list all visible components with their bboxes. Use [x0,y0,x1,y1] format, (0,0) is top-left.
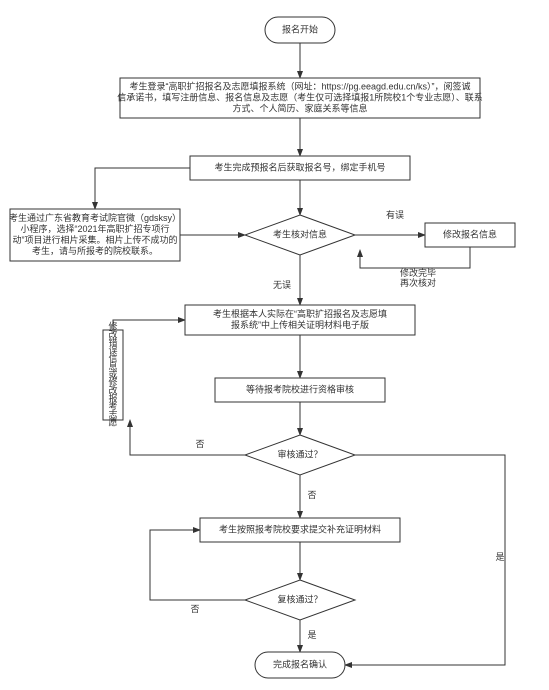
edge-label-pass1N: 否 [307,490,316,500]
nodes-layer: 报名开始考生登录“高职扩招报名及志愿填报系统（网址：https://pg.eea… [9,17,515,678]
svg-text:考生根据本人实际在“高职扩招报名及志愿填: 考生根据本人实际在“高职扩招报名及志愿填 [213,308,387,319]
node-pass2: 复核通过？ [245,580,355,620]
node-photo: 考生通过广东省教育考试院官微（gdsksy）小程序，选择“2021年高职扩招专项… [9,209,181,261]
edges-layer: 有误修改完毕再次核对无误否是是否否 [95,43,505,665]
node-modify: 修改报名信息 [425,223,515,247]
node-step2: 考生完成预报名后获取报名号，绑定手机号 [190,156,410,180]
node-start: 报名开始 [265,17,335,43]
svg-text:方式、个人简历、家庭关系等信息: 方式、个人简历、家庭关系等信息 [232,102,367,113]
edge-label-pass1Y: 是 [495,552,504,562]
edge-label-check1D: 无误 [273,280,291,290]
edge-label-modifyD: 再次核对 [400,277,436,288]
edge-label-check1R: 有误 [386,209,404,220]
edge-step2L [95,168,190,209]
edge-label-modifyD: 修改完毕 [400,267,436,278]
svg-text:完成报名确认: 完成报名确认 [273,658,327,669]
node-check1: 考生核对信息 [245,215,355,255]
node-pass1: 审核通过？ [245,435,355,475]
edge-label-pass2L: 否 [190,604,199,614]
svg-text:等待报考院校进行资格审核: 等待报考院校进行资格审核 [246,383,354,394]
node-step1: 考生登录“高职扩招报名及志愿填报系统（网址：https://pg.eeagd.e… [117,78,483,118]
node-sidebox: 修改错误信息或修改报考志愿 [103,320,123,427]
svg-text:报名开始: 报名开始 [282,23,318,34]
edge-pass1Y [345,455,505,665]
edge-sideU [113,320,185,330]
edge-modifyD [360,247,470,268]
svg-text:考生完成预报名后获取报名号，绑定手机号: 考生完成预报名后获取报名号，绑定手机号 [214,161,385,172]
node-upload: 考生根据本人实际在“高职扩招报名及志愿填报系统”中上传相关证明材料电子版 [185,305,415,335]
flowchart-canvas: 有误修改完毕再次核对无误否是是否否 报名开始考生登录“高职扩招报名及志愿填报系统… [0,0,549,690]
svg-text:信承诺书，填写注册信息、报名信息及志愿（考生仅可选择填报1所: 信承诺书，填写注册信息、报名信息及志愿（考生仅可选择填报1所院校1个专业志愿）、… [117,91,483,102]
node-supp: 考生按照报考院校要求提交补充证明材料 [200,518,400,542]
svg-text:小程序，选择“2021年高职扩招专项行: 小程序，选择“2021年高职扩招专项行 [20,223,169,234]
svg-text:报系统”中上传相关证明材料电子版: 报系统”中上传相关证明材料电子版 [231,319,369,330]
svg-text:考生按照报考院校要求提交补充证明材料: 考生按照报考院校要求提交补充证明材料 [219,523,381,534]
svg-text:审核通过？: 审核通过？ [277,448,322,459]
svg-text:愿: 愿 [108,417,117,427]
node-wait: 等待报考院校进行资格审核 [215,378,385,402]
svg-text:考生通过广东省教育考试院官微（gdsksy）: 考生通过广东省教育考试院官微（gdsksy） [9,212,181,223]
edge-pass1L [130,420,245,455]
node-end: 完成报名确认 [255,652,345,678]
svg-text:考生，请与所报考的院校联系。: 考生，请与所报考的院校联系。 [32,245,158,256]
svg-text:考生登录“高职扩招报名及志愿填报系统（网址：https://: 考生登录“高职扩招报名及志愿填报系统（网址：https://pg.eeagd.e… [129,80,470,91]
svg-text:修改报名信息: 修改报名信息 [443,228,497,239]
edge-label-pass2Y: 是 [307,630,316,640]
svg-text:动”项目进行相片采集。相片上传不成功的: 动”项目进行相片采集。相片上传不成功的 [13,234,178,245]
edge-label-pass1L: 否 [195,439,204,449]
svg-text:复核通过？: 复核通过？ [277,593,322,604]
svg-text:考生核对信息: 考生核对信息 [273,228,327,239]
